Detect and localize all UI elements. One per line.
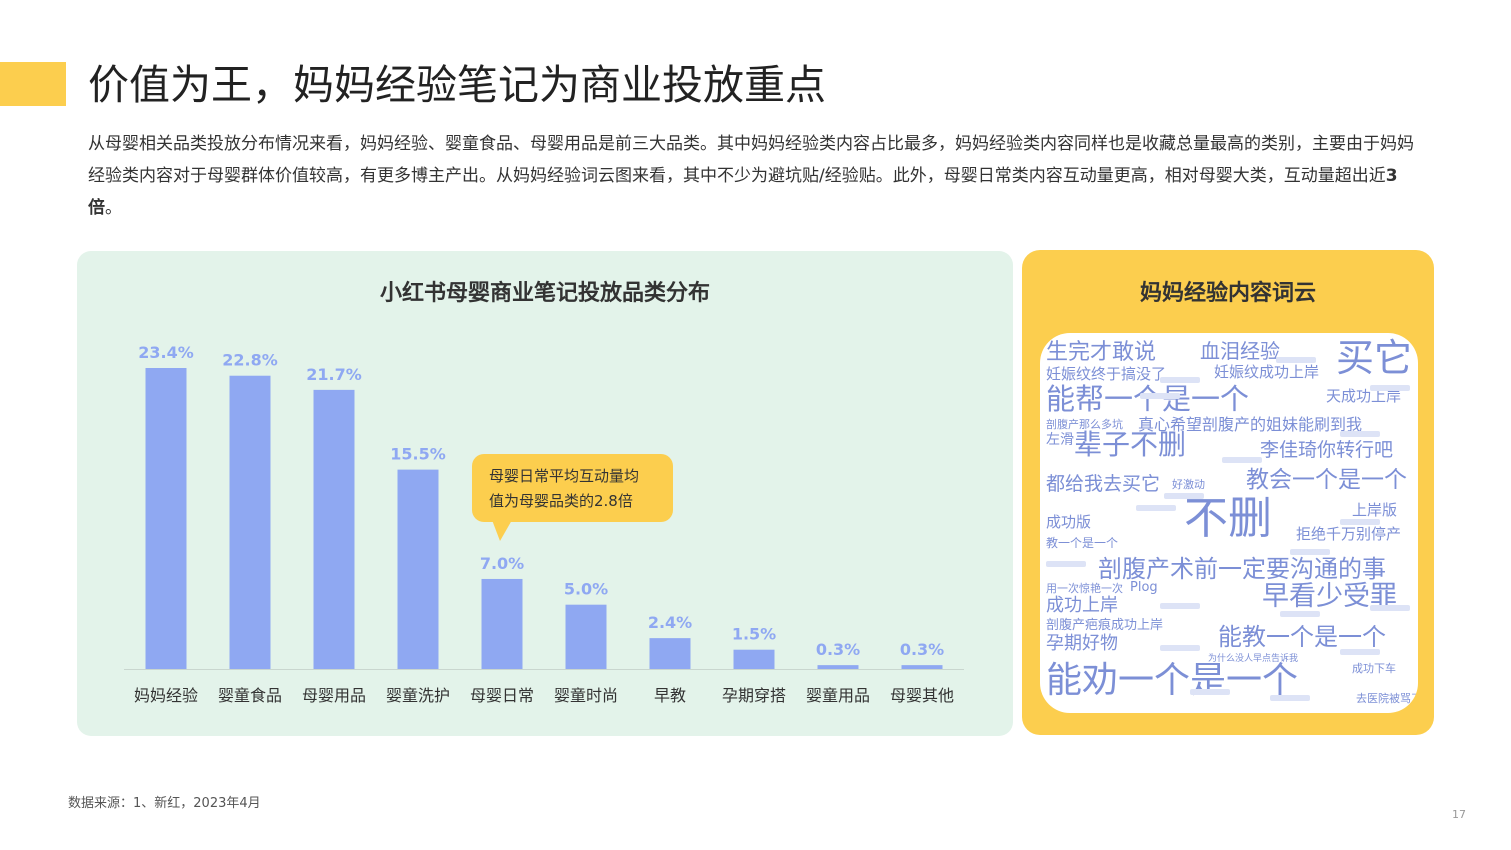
category-label-4: 婴童洗护 xyxy=(386,686,450,705)
category-label-7: 早教 xyxy=(654,686,686,705)
cloud-word: 剖腹产术前一定要沟通的事 xyxy=(1098,555,1386,583)
title-accent-bar xyxy=(0,62,66,106)
cloud-filler-7 xyxy=(1340,519,1380,525)
callout-text-line-2: 值为母婴品类的2.8倍 xyxy=(489,492,633,510)
value-label-10: 0.3% xyxy=(900,640,944,659)
intro-end: 。 xyxy=(105,198,122,218)
chart-title: 小红书母婴商业笔记投放品类分布 xyxy=(379,281,710,306)
cloud-filler-12 xyxy=(1280,611,1320,617)
wordcloud: 生完才敢说 血泪经验 买它 妊娠纹终于搞没了 妊娠纹成功上岸 能帮一个是一个 天… xyxy=(1040,333,1418,713)
category-label-1: 妈妈经验 xyxy=(134,686,198,705)
cloud-filler-6 xyxy=(1136,505,1176,511)
cloud-word: 成功下车 xyxy=(1352,662,1396,675)
callout-bubble xyxy=(472,454,673,541)
intro-text: 从母婴相关品类投放分布情况来看，妈妈经验、婴童食品、母婴用品是前三大品类。其中妈… xyxy=(88,134,1414,186)
cloud-word: 妊娠纹终于搞没了 xyxy=(1046,365,1167,383)
cloud-filler-16 xyxy=(1270,695,1310,701)
cloud-filler-3 xyxy=(1340,431,1380,437)
cloud-filler-8 xyxy=(1046,561,1086,567)
cloud-word: 用一次惊艳一次 xyxy=(1046,582,1123,595)
data-source: 数据来源：1、新红，2023年4月 xyxy=(68,796,261,811)
bar-2 xyxy=(229,375,271,669)
value-label-7: 2.4% xyxy=(648,613,692,632)
page-number: 17 xyxy=(1452,808,1466,821)
cloud-word: 剖腹产那么多坑 xyxy=(1046,418,1123,431)
bar-10 xyxy=(901,665,943,669)
category-label-3: 母婴用品 xyxy=(302,686,366,705)
cloud-word: 辈子不删 xyxy=(1074,428,1187,461)
category-label-6: 婴童时尚 xyxy=(554,686,618,705)
wordcloud-title: 妈妈经验内容词云 xyxy=(1139,281,1316,306)
bar-8 xyxy=(733,649,775,669)
category-label-8: 孕期穿搭 xyxy=(722,686,786,705)
category-label-9: 婴童用品 xyxy=(806,686,870,705)
cloud-word: 成功版 xyxy=(1046,513,1092,531)
cloud-word: 左滑 xyxy=(1046,432,1074,448)
cloud-word: 成功上岸 xyxy=(1046,595,1118,616)
bar-9 xyxy=(817,665,859,669)
cloud-filler-18 xyxy=(1140,393,1180,399)
value-label-9: 0.3% xyxy=(816,640,860,659)
cloud-word: 李佳琦你转行吧 xyxy=(1260,439,1394,461)
cloud-word: 不删 xyxy=(1184,493,1272,544)
cloud-filler-13 xyxy=(1160,645,1200,651)
cloud-filler-4 xyxy=(1222,457,1262,463)
cloud-filler-15 xyxy=(1190,689,1230,695)
cloud-word: 血泪经验 xyxy=(1200,339,1280,363)
value-label-1: 23.4% xyxy=(138,343,194,362)
page-title: 价值为王，妈妈经验笔记为商业投放重点 xyxy=(88,61,826,109)
cloud-word: 能劝一个是一个 xyxy=(1046,660,1299,701)
cloud-word: 教会一个是一个 xyxy=(1246,467,1407,493)
value-label-3: 21.7% xyxy=(306,365,362,384)
cloud-word: 上岸版 xyxy=(1352,501,1398,519)
value-label-8: 1.5% xyxy=(732,625,776,644)
cloud-filler-10 xyxy=(1160,603,1200,609)
cloud-word: 能帮一个是一个 xyxy=(1046,382,1250,416)
cloud-word: 能教一个是一个 xyxy=(1218,623,1386,651)
cloud-word: 天成功上岸 xyxy=(1326,387,1402,405)
value-label-6: 5.0% xyxy=(564,580,608,599)
value-label-5: 7.0% xyxy=(480,554,524,573)
cloud-word: 妊娠纹成功上岸 xyxy=(1214,363,1320,381)
cloud-filler-5 xyxy=(1164,493,1204,499)
cloud-word: 都给我去买它 xyxy=(1046,473,1161,495)
bar-5 xyxy=(481,578,523,669)
callout-text-line-1: 母婴日常平均互动量均 xyxy=(489,467,639,485)
cloud-word: 真心希望剖腹产的姐妹能刷到我 xyxy=(1138,415,1363,434)
category-label-10: 母婴其他 xyxy=(890,686,954,705)
bar-4 xyxy=(397,469,439,669)
cloud-word: 为什么没人早点告诉我 xyxy=(1208,654,1299,664)
cloud-word: Plog xyxy=(1130,580,1158,595)
bar-1 xyxy=(145,368,187,669)
cloud-word: 剖腹产疤痕成功上岸 xyxy=(1046,618,1164,633)
cloud-filler-2 xyxy=(1276,357,1316,363)
bar-3 xyxy=(313,389,355,669)
bar-7 xyxy=(649,638,691,669)
intro-highlight: 3倍 xyxy=(88,166,1398,218)
value-label-2: 22.8% xyxy=(222,351,278,370)
cloud-word: 孕期好物 xyxy=(1046,633,1118,654)
cloud-word: 去医院被骂了 xyxy=(1356,692,1418,705)
cloud-filler-14 xyxy=(1340,649,1380,655)
bar-6 xyxy=(565,604,607,669)
cloud-word: 教一个是一个 xyxy=(1046,536,1119,550)
cloud-word: 买它 xyxy=(1336,336,1413,380)
category-label-2: 婴童食品 xyxy=(218,686,282,705)
cloud-filler-17 xyxy=(1370,385,1410,391)
category-label-5: 母婴日常 xyxy=(470,686,534,705)
cloud-word: 好激动 xyxy=(1172,478,1205,491)
intro-paragraph: 从母婴相关品类投放分布情况来看，妈妈经验、婴童食品、母婴用品是前三大品类。其中妈… xyxy=(88,128,1428,224)
cloud-word: 拒绝千万别停产 xyxy=(1296,525,1402,543)
cloud-filler-9 xyxy=(1290,549,1330,555)
cloud-filler-11 xyxy=(1370,605,1410,611)
cloud-filler-1 xyxy=(1160,377,1200,383)
cloud-word: 生完才敢说 xyxy=(1046,340,1157,365)
value-label-4: 15.5% xyxy=(390,445,446,464)
